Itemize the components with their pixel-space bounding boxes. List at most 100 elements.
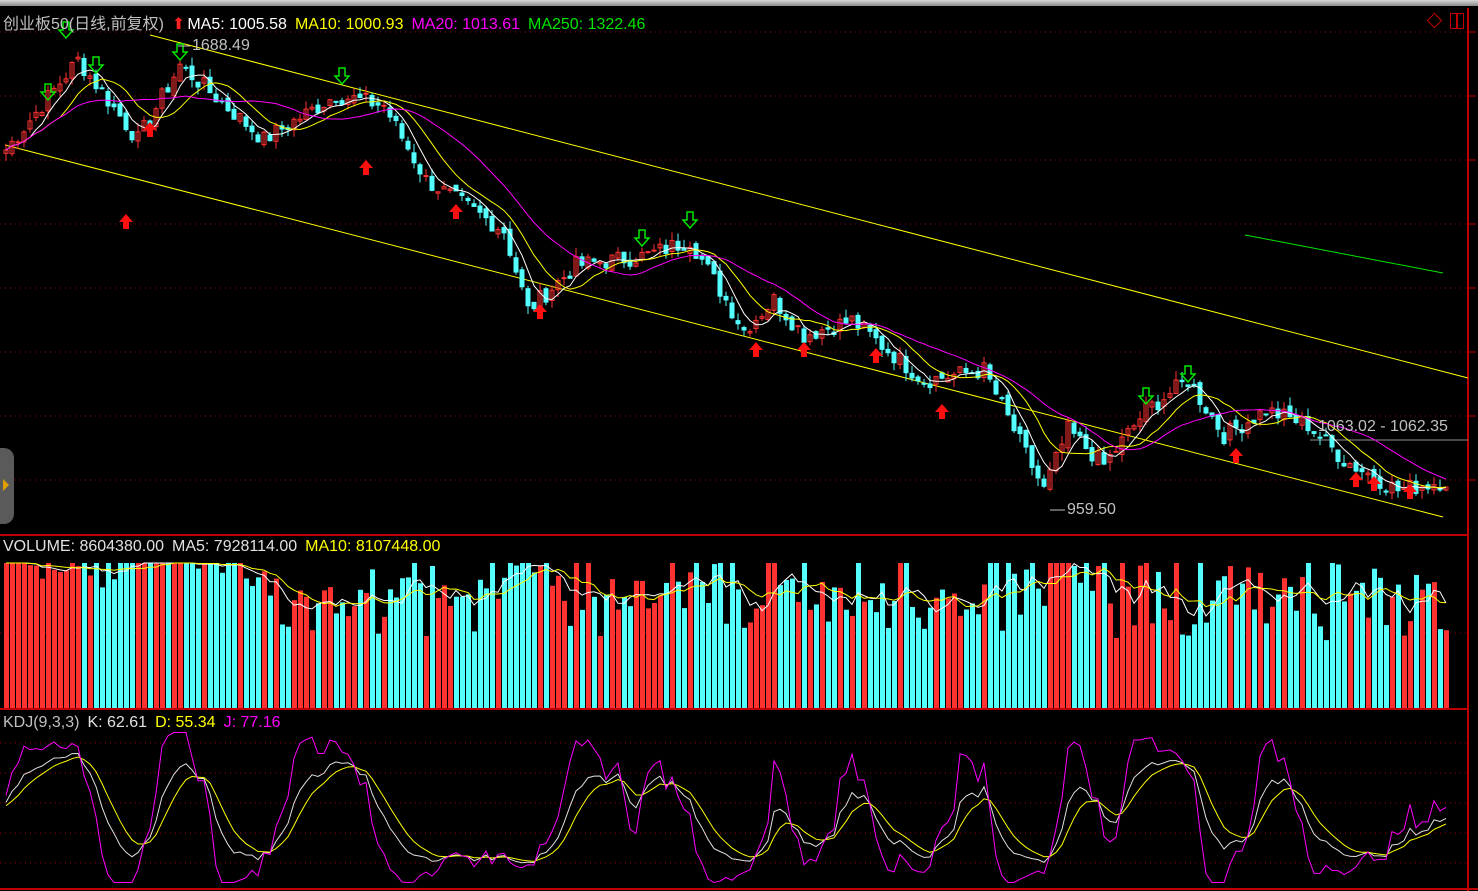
buy-arrow-icon — [749, 342, 763, 357]
volume-bar — [1336, 564, 1341, 708]
volume-bar — [1150, 623, 1155, 708]
candle — [837, 318, 843, 332]
volume-bar — [952, 593, 957, 708]
volume-bar — [922, 628, 927, 708]
volume-bar — [334, 613, 339, 708]
candle — [903, 355, 909, 374]
volume-bar — [1090, 590, 1095, 708]
volume-bar — [1300, 577, 1305, 708]
volume-bar — [1276, 594, 1281, 708]
volume-bar — [130, 563, 135, 708]
volume-bar — [874, 612, 879, 708]
volume-bar — [262, 571, 267, 708]
candle — [201, 77, 207, 84]
ma20-line — [5, 95, 1447, 480]
volume-bar — [1066, 563, 1071, 708]
volume-bar — [898, 563, 903, 708]
volume-bar — [1348, 593, 1353, 708]
volume-bar — [1096, 566, 1101, 708]
volume-bar — [88, 575, 93, 708]
candle — [483, 208, 489, 219]
volume-bar — [730, 563, 735, 708]
volume-bar — [508, 563, 513, 708]
volume-ma5: MA5: 7928114.00 — [172, 538, 298, 555]
candle — [879, 335, 885, 350]
volume-bar — [118, 563, 123, 708]
volume-bar — [1048, 563, 1053, 708]
candle — [963, 367, 969, 374]
volume-bar — [1246, 567, 1251, 708]
volume-bar — [868, 600, 873, 708]
candle — [555, 280, 561, 291]
volume-bar — [40, 578, 45, 708]
volume-bar — [1438, 629, 1443, 708]
volume-bar — [154, 563, 159, 708]
ma5-line — [5, 69, 1447, 490]
volume-bar — [172, 563, 177, 708]
volume-bar — [1306, 563, 1311, 708]
volume-bar — [802, 563, 807, 708]
volume-bar — [418, 583, 423, 708]
volume-bar — [814, 604, 819, 708]
volume-bar — [1312, 613, 1317, 708]
candle — [927, 383, 933, 389]
buy-arrow-icon — [869, 348, 883, 363]
candle — [729, 302, 735, 319]
candle — [1305, 415, 1311, 432]
volume-bar — [514, 565, 519, 708]
volume-bar — [610, 579, 615, 708]
sell-arrow-icon — [681, 211, 699, 230]
candle — [561, 277, 567, 280]
candle — [15, 141, 21, 144]
candle — [477, 205, 483, 213]
candle — [369, 94, 375, 107]
volume-bar — [286, 626, 291, 708]
volume-bar — [1084, 563, 1089, 708]
volume-bar — [592, 596, 597, 708]
volume-bar — [460, 596, 465, 708]
volume-bar — [328, 587, 333, 708]
kdj-d: D: 55.34 — [155, 714, 216, 731]
layout-toggle-icon[interactable] — [1450, 13, 1464, 29]
volume-bar — [598, 636, 603, 708]
volume-bar — [964, 609, 969, 708]
buy-arrow-icon — [935, 404, 949, 419]
candle — [765, 308, 771, 321]
volume-bar — [142, 563, 147, 708]
candle — [507, 228, 513, 256]
up-arrow-icon: ⬆ — [171, 16, 186, 33]
candle — [867, 324, 873, 332]
side-panel-toggle[interactable] — [0, 448, 14, 524]
candle — [423, 175, 429, 178]
volume-legend: VOLUME: 8604380.00 MA5: 7928114.00 MA10: 8… — [3, 538, 448, 556]
candle — [531, 301, 537, 310]
volume-bar — [880, 583, 885, 708]
volume-bar — [394, 597, 399, 708]
volume-bar — [106, 563, 111, 708]
volume-bar — [70, 563, 75, 708]
volume-bar — [928, 607, 933, 708]
volume-bar — [526, 563, 531, 708]
volume-bar — [484, 588, 489, 708]
volume-ma10: MA10: 8107448.00 — [305, 538, 441, 555]
candle — [309, 106, 315, 110]
volume-bar — [424, 636, 429, 708]
candle — [273, 124, 279, 142]
volume-bar — [1060, 563, 1065, 708]
volume-bar — [220, 572, 225, 708]
volume-bar — [34, 565, 39, 708]
candle — [897, 352, 903, 365]
volume-bar — [268, 595, 273, 708]
low-price-label: 959.50 — [1067, 501, 1116, 518]
candle — [795, 325, 801, 328]
candle — [33, 111, 39, 119]
kdj-j: J: 77.16 — [223, 714, 281, 731]
candle — [87, 75, 93, 79]
candle — [1389, 481, 1395, 494]
candle — [1131, 425, 1137, 430]
volume-bar — [1102, 563, 1107, 708]
candle — [567, 275, 573, 279]
candle — [1263, 413, 1269, 416]
candle — [1077, 431, 1083, 437]
